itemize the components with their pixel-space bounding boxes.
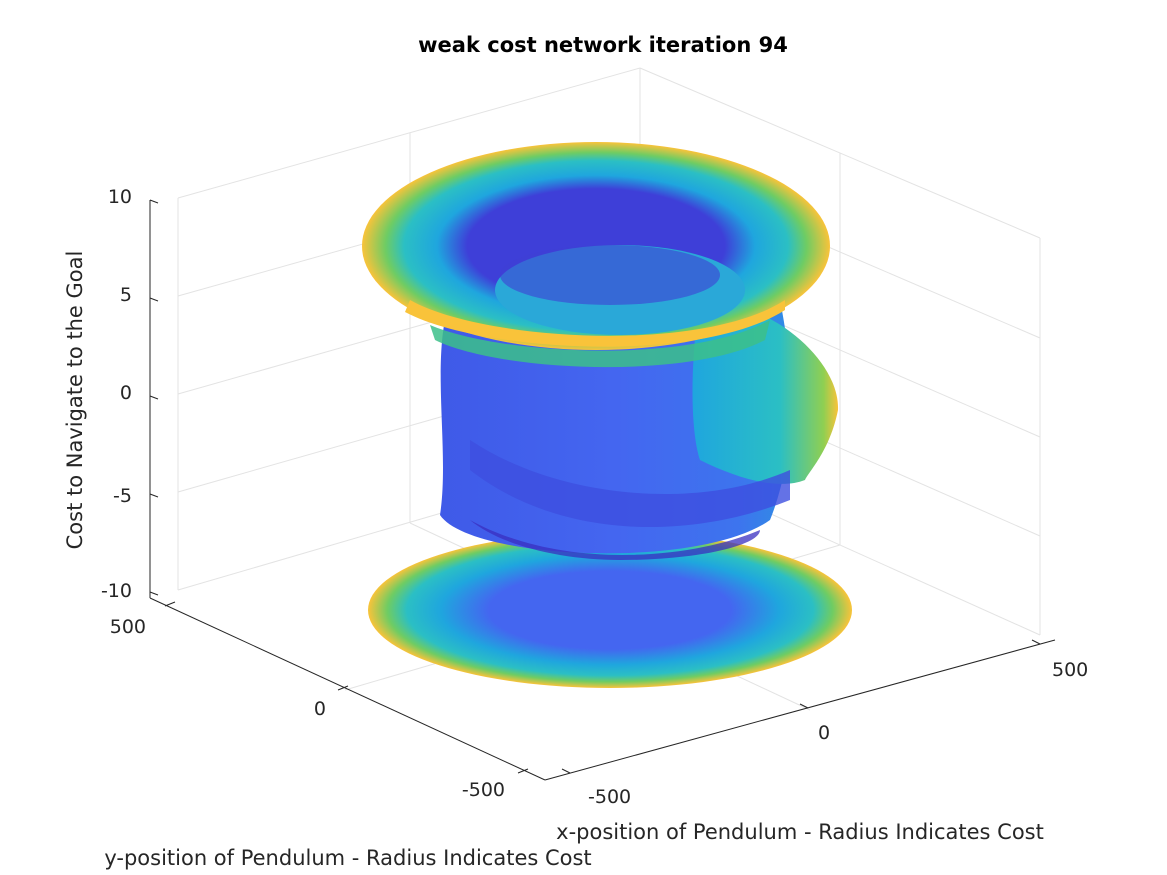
z-tick-label: -10 bbox=[101, 580, 132, 602]
z-tick-label: 5 bbox=[120, 284, 132, 306]
z-axis-label: Cost to Navigate to the Goal bbox=[63, 251, 87, 550]
y-ticks: 500 0 -500 bbox=[110, 616, 505, 801]
y-tick-label: 0 bbox=[314, 698, 326, 720]
surface bbox=[362, 142, 852, 688]
x-tick-label: 500 bbox=[1052, 659, 1088, 681]
x-ticks: -500 0 500 bbox=[588, 659, 1088, 808]
y-axis-label: y-position of Pendulum - Radius Indicate… bbox=[104, 846, 591, 870]
x-tick-label: -500 bbox=[588, 786, 631, 808]
z-tick-label: 10 bbox=[108, 186, 132, 208]
z-ticks: 10 5 0 -5 -10 bbox=[101, 186, 132, 602]
axis-lines bbox=[149, 199, 1056, 781]
chart-title: weak cost network iteration 94 bbox=[418, 33, 788, 57]
z-tick-label: 0 bbox=[120, 382, 132, 404]
z-tick-label: -5 bbox=[113, 485, 132, 507]
y-tick-label: 500 bbox=[110, 616, 146, 638]
x-tick-label: 0 bbox=[818, 722, 830, 744]
x-axis-label: x-position of Pendulum - Radius Indicate… bbox=[556, 820, 1044, 844]
y-tick-label: -500 bbox=[462, 779, 505, 801]
